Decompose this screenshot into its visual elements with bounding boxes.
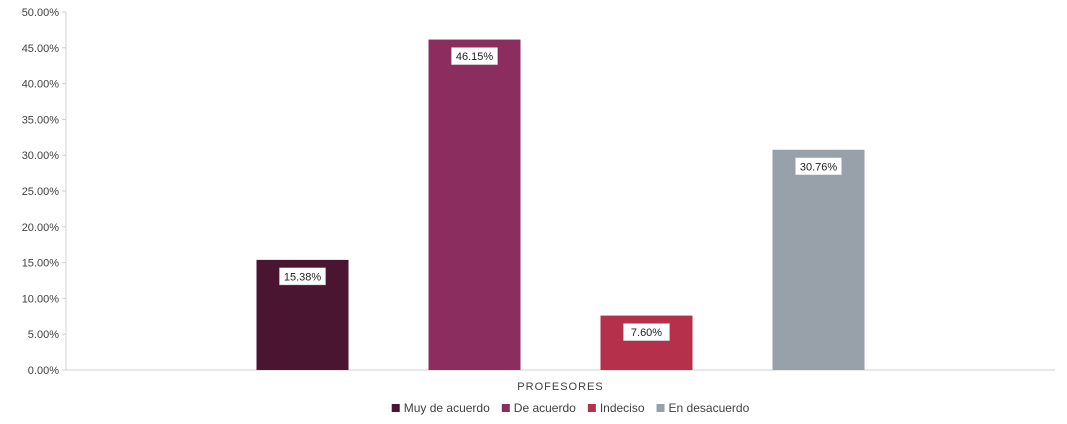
legend-swatch <box>501 404 510 412</box>
y-tick-label: 45.00% <box>22 43 60 55</box>
bar <box>772 149 865 370</box>
y-tick-label: 25.00% <box>22 186 60 198</box>
data-label-box <box>279 267 326 286</box>
bar <box>428 39 521 370</box>
bars <box>256 39 865 370</box>
y-axis: 0.00% 5.00% 10.00% 15.00% 20.00% 25.00% 30.00%… <box>22 7 1055 377</box>
y-tick-label: 10.00% <box>22 293 60 305</box>
y-tick-label: 15.00% <box>22 258 60 270</box>
data-labels: 15.38% 46.15% 7.60% 30.76% <box>279 47 842 341</box>
x-category-label: PROFESORES <box>517 381 603 393</box>
legend-label: Indeciso <box>600 401 645 415</box>
data-label: 7.60% <box>631 327 662 339</box>
y-tick-label: 0.00% <box>28 365 59 377</box>
legend-swatch <box>587 404 596 412</box>
data-label: 46.15% <box>456 51 494 63</box>
y-tick-label: 5.00% <box>28 329 59 341</box>
legend-label: Muy de acuerdo <box>404 401 490 415</box>
legend: Muy de acuerdo De acuerdo Indeciso En desac… <box>391 401 750 415</box>
legend-swatch <box>391 404 400 412</box>
y-tick-label: 40.00% <box>22 79 60 91</box>
y-tick-label: 30.00% <box>22 150 60 162</box>
data-label-box <box>451 47 498 65</box>
y-tick-label: 35.00% <box>22 114 60 126</box>
data-label: 15.38% <box>284 271 322 283</box>
legend-label: En desacuerdo <box>669 401 750 415</box>
data-label: 30.76% <box>800 161 838 173</box>
y-tick-label: 50.00% <box>22 7 60 19</box>
legend-label: De acuerdo <box>514 401 576 415</box>
data-label-box <box>623 323 670 341</box>
legend-swatch <box>656 404 665 412</box>
y-tick-label: 20.00% <box>22 222 60 234</box>
data-label-box <box>795 157 842 176</box>
